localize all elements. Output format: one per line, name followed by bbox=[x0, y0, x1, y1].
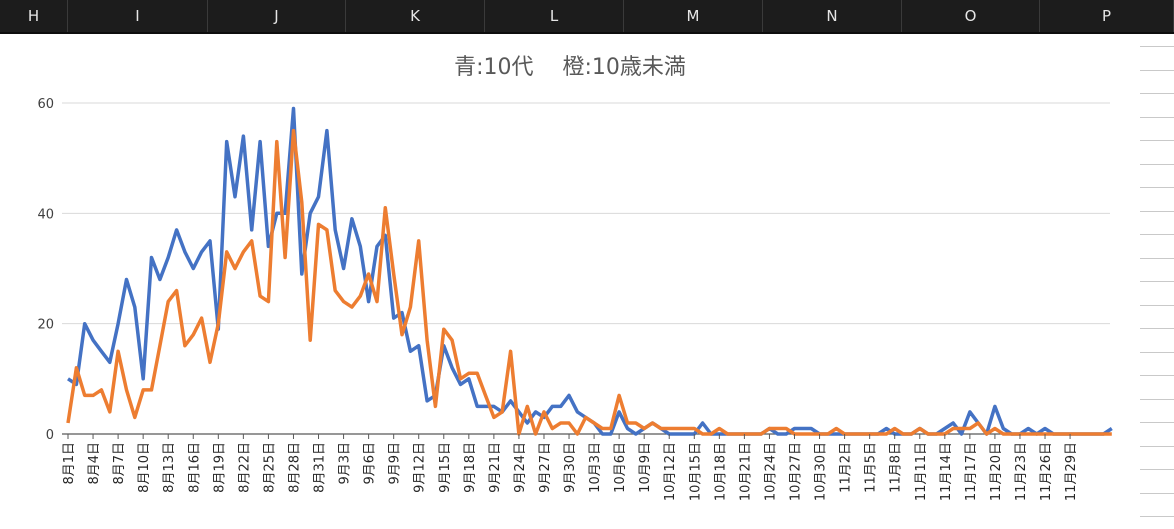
x-tick-label: 10月21日 bbox=[738, 442, 753, 501]
row-gridline bbox=[1140, 164, 1174, 165]
x-tick-label: 9月9日 bbox=[388, 442, 403, 485]
x-tick-label: 8月16日 bbox=[187, 442, 202, 493]
x-tick-label: 10月18日 bbox=[713, 442, 728, 501]
x-tick-label: 11月17日 bbox=[964, 442, 979, 501]
x-tick-label: 9月24日 bbox=[513, 442, 528, 493]
row-gridline bbox=[1140, 117, 1174, 118]
column-header-p[interactable]: P bbox=[1040, 0, 1174, 32]
series-line-1[interactable] bbox=[66, 128, 1112, 436]
x-tick-label: 10月15日 bbox=[688, 442, 703, 501]
chart-title: 青:10代 橙:10歳未満 bbox=[454, 55, 686, 80]
x-tick-label: 8月4日 bbox=[87, 442, 102, 485]
row-gridline bbox=[1140, 93, 1174, 94]
x-tick-label: 11月23日 bbox=[1014, 442, 1029, 501]
x-tick-label: 11月2日 bbox=[839, 442, 854, 493]
x-tick-label: 8月7日 bbox=[112, 442, 127, 485]
row-gridline bbox=[1140, 234, 1174, 235]
x-tick-label: 8月25日 bbox=[262, 442, 277, 493]
row-gridline bbox=[1140, 493, 1174, 494]
column-header-h[interactable]: H bbox=[0, 0, 68, 32]
x-tick-label: 10月30日 bbox=[814, 442, 829, 501]
x-tick-label: 11月14日 bbox=[939, 442, 954, 501]
y-tick-label: 20 bbox=[37, 318, 54, 333]
row-gridline bbox=[1140, 46, 1174, 47]
chart-area[interactable] bbox=[0, 34, 1140, 529]
x-tick-label: 8月1日 bbox=[62, 442, 77, 485]
x-tick-label: 10月6日 bbox=[613, 442, 628, 493]
column-header-i[interactable]: I bbox=[68, 0, 208, 32]
x-tick-label: 11月8日 bbox=[889, 442, 904, 493]
x-tick-label: 8月31日 bbox=[313, 442, 328, 493]
row-gridline bbox=[1140, 305, 1174, 306]
column-header-k[interactable]: K bbox=[346, 0, 485, 32]
x-tick-label: 10月9日 bbox=[638, 442, 653, 493]
x-tick-label: 11月20日 bbox=[989, 442, 1004, 501]
x-tick-label: 9月30日 bbox=[563, 442, 578, 493]
row-gridline bbox=[1140, 140, 1174, 141]
x-tick-label: 9月27日 bbox=[538, 442, 553, 493]
chart[interactable]: 青:10代 橙:10歳未満 0 20 40 60 8月1日 8月4日 8月7日 8月10日 8… bbox=[0, 34, 1174, 529]
x-tick-label: 11月29日 bbox=[1064, 442, 1079, 501]
row-gridline bbox=[1140, 516, 1174, 517]
column-header-j[interactable]: J bbox=[208, 0, 346, 32]
y-tick-label: 0 bbox=[46, 428, 54, 443]
x-tick-label: 10月24日 bbox=[763, 442, 778, 501]
column-header-m[interactable]: M bbox=[624, 0, 763, 32]
row-gridline bbox=[1140, 469, 1174, 470]
x-tick-label: 8月22日 bbox=[237, 442, 252, 493]
y-tick-label: 40 bbox=[37, 207, 54, 222]
x-tick-label: 9月21日 bbox=[488, 442, 503, 493]
x-tick-label: 8月28日 bbox=[287, 442, 302, 493]
x-tick-label: 8月10日 bbox=[137, 442, 152, 493]
row-gridline bbox=[1140, 187, 1174, 188]
row-gridline bbox=[1140, 281, 1174, 282]
x-tick-label: 9月12日 bbox=[413, 442, 428, 493]
x-tick-label: 8月19日 bbox=[212, 442, 227, 493]
row-gridline bbox=[1140, 70, 1174, 71]
row-gridline bbox=[1140, 211, 1174, 212]
x-tick-label: 11月5日 bbox=[864, 442, 879, 493]
row-gridline bbox=[1140, 328, 1174, 329]
x-tick-label: 11月11日 bbox=[914, 442, 929, 501]
column-header-n[interactable]: N bbox=[763, 0, 902, 32]
row-gridline bbox=[1140, 258, 1174, 259]
x-tick-label: 9月18日 bbox=[463, 442, 478, 493]
x-tick-label: 9月15日 bbox=[438, 442, 453, 493]
row-gridline bbox=[1140, 446, 1174, 447]
row-gridline bbox=[1140, 352, 1174, 353]
y-tick-label: 60 bbox=[37, 97, 54, 112]
column-header-l[interactable]: L bbox=[485, 0, 624, 32]
x-tick-label: 10月12日 bbox=[663, 442, 678, 501]
x-tick-label: 9月6日 bbox=[363, 442, 378, 485]
row-gridline bbox=[1140, 422, 1174, 423]
x-tick-label: 10月27日 bbox=[789, 442, 804, 501]
column-header-o[interactable]: O bbox=[902, 0, 1040, 32]
x-tick-label: 11月26日 bbox=[1039, 442, 1054, 501]
x-tick-label: 9月3日 bbox=[338, 442, 353, 485]
row-gridline bbox=[1140, 399, 1174, 400]
row-gridline bbox=[1140, 375, 1174, 376]
x-tick-label: 8月13日 bbox=[162, 442, 177, 493]
x-tick-label: 10月3日 bbox=[588, 442, 603, 493]
